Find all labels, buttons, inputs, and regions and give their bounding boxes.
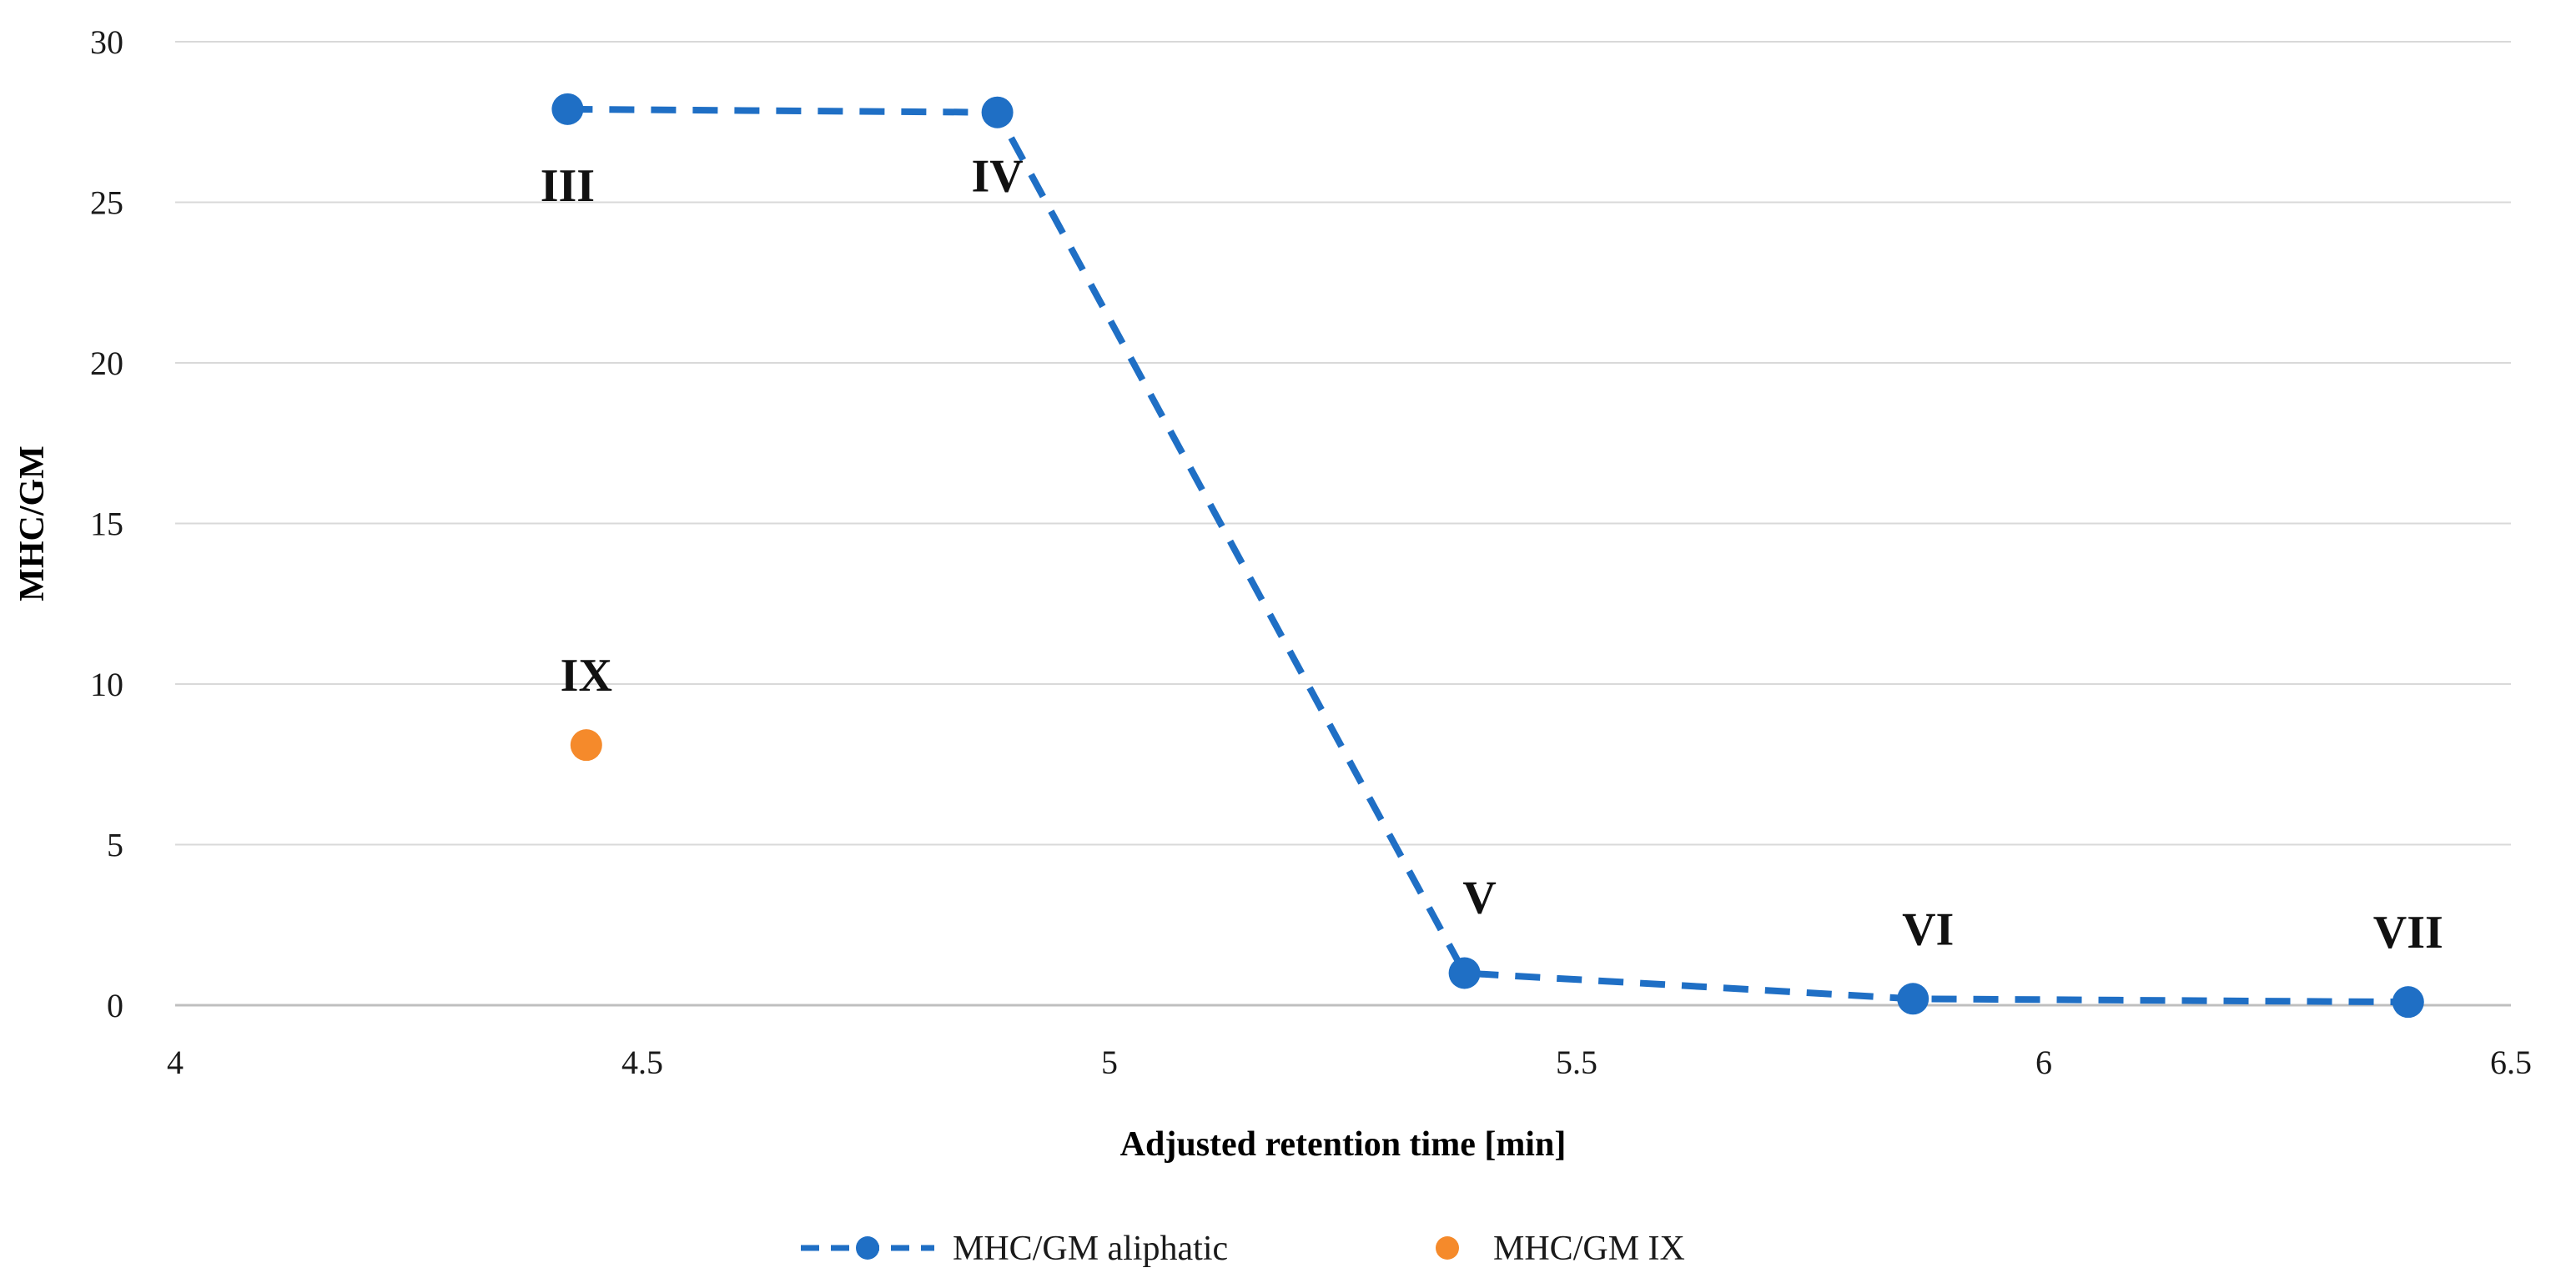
x-tick-label: 4 xyxy=(167,1044,184,1081)
legend-label: MHC/GM aliphatic xyxy=(953,1230,1228,1268)
y-tick-label: 5 xyxy=(107,827,123,864)
y-axis-title: MHC/GM xyxy=(13,445,52,601)
series-line xyxy=(567,105,2408,1006)
y-tick-label: 10 xyxy=(90,666,123,703)
y-tick-label: 20 xyxy=(90,345,123,382)
data-point xyxy=(1448,957,1481,989)
y-tick-label: 25 xyxy=(90,184,123,222)
data-point xyxy=(2392,986,2424,1019)
data-point xyxy=(981,96,1014,128)
legend-swatch-marker xyxy=(856,1236,879,1260)
x-tick-label: 6.5 xyxy=(2490,1044,2532,1081)
x-tick-label: 6 xyxy=(2035,1044,2052,1081)
y-tick-label: 30 xyxy=(90,23,123,61)
point-label: VI xyxy=(1902,903,1954,955)
point-labels: III IV V VI VII IX xyxy=(541,151,2443,958)
series-lines xyxy=(567,105,2408,1006)
legend-swatch-marker xyxy=(1436,1236,1459,1260)
y-tick-label: 15 xyxy=(90,506,123,543)
y-axis-ticks: 0 5 10 15 20 25 30 xyxy=(90,23,123,1024)
x-axis-title: Adjusted retention time [min] xyxy=(1120,1125,1567,1164)
data-point xyxy=(570,729,602,762)
data-point xyxy=(551,93,584,125)
x-axis-ticks: 4 4.5 5 5.5 6 6.5 xyxy=(167,1044,2532,1081)
legend: MHC/GM aliphatic MHC/GM IX xyxy=(801,1230,1685,1268)
legend-label: MHC/GM IX xyxy=(1493,1230,1685,1268)
point-label: IV xyxy=(971,151,1023,203)
x-tick-label: 4.5 xyxy=(621,1044,663,1081)
point-label: III xyxy=(541,160,595,212)
point-label: IX xyxy=(561,650,612,702)
y-tick-label: 0 xyxy=(107,987,123,1024)
series-points xyxy=(551,93,2424,1019)
point-label: V xyxy=(1462,873,1496,924)
point-label: VII xyxy=(2373,907,2443,958)
x-tick-label: 5.5 xyxy=(1556,1044,1597,1081)
data-point xyxy=(1897,983,1929,1015)
x-tick-label: 5 xyxy=(1101,1044,1118,1081)
gridlines xyxy=(175,41,2511,846)
